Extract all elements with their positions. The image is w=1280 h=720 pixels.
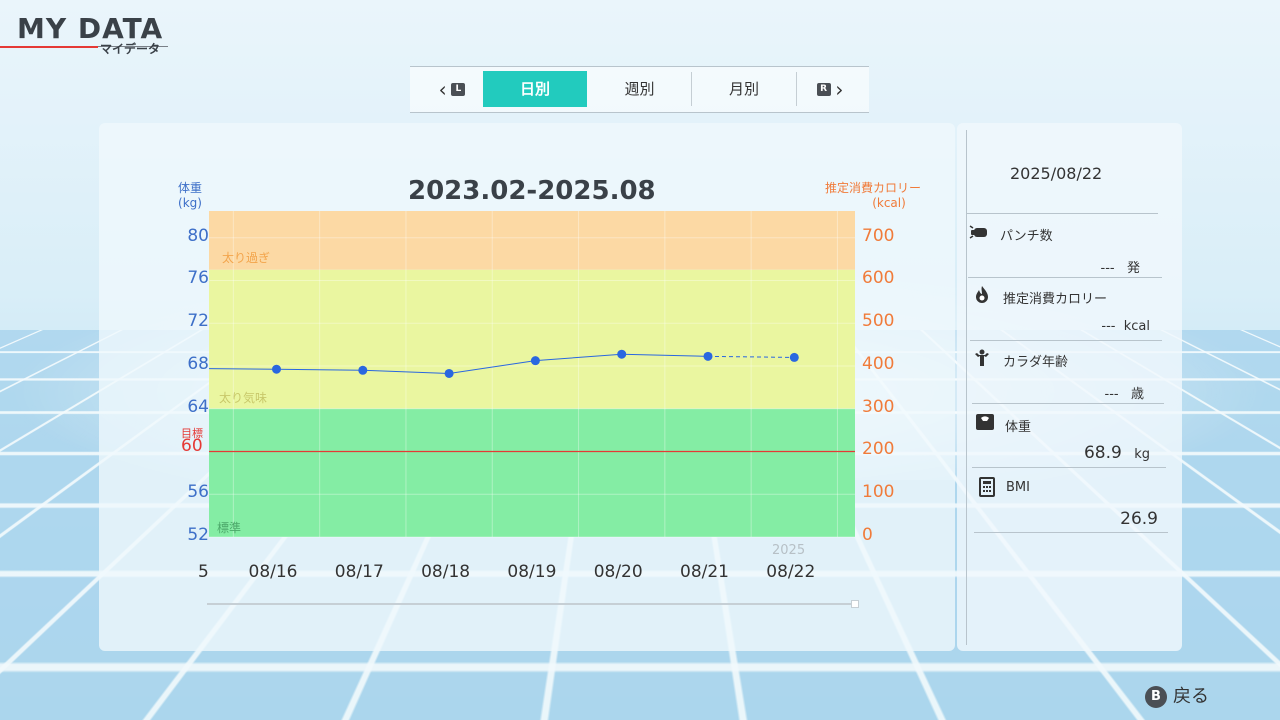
flame-icon [976, 286, 988, 303]
bmi-value: 26.9 [1120, 509, 1158, 529]
weight-point [444, 368, 454, 378]
weight-series-projection [707, 355, 795, 358]
x-tick-label: 08/21 [680, 562, 729, 582]
y-right-tick: 700 [862, 225, 895, 246]
tab-monthly[interactable]: 月別 [728, 80, 759, 98]
weight-point [617, 349, 627, 359]
title-underline-secondary [98, 46, 168, 47]
stats-divider [966, 213, 1158, 214]
zone-slightly [209, 269, 855, 409]
calculator-icon [979, 477, 995, 497]
x-tick-label: 08/18 [421, 562, 471, 582]
y-right-tick: 400 [862, 353, 895, 374]
y-right-tick: 200 [862, 439, 895, 460]
y-right-tick: 500 [862, 311, 895, 332]
stats-date: 2025/08/22 [1010, 164, 1103, 183]
goal-value: 60 [181, 436, 203, 456]
zone-label-over: 太り過ぎ [222, 251, 271, 265]
y-right-tick: 100 [862, 482, 895, 503]
weight-point [703, 351, 713, 361]
calorie-label: 推定消費カロリー [1003, 292, 1108, 307]
stats-divider [970, 340, 1162, 341]
x-tick-label: 08/22 [766, 562, 816, 582]
zone-label-standard: 標準 [217, 521, 242, 535]
tab-weekly[interactable]: 週別 [624, 80, 655, 98]
y-left-tick: 56 [187, 482, 209, 503]
tab-separator [691, 72, 692, 106]
weight-label: 体重 [1005, 420, 1032, 435]
right-axis-title: 推定消費カロリー (kcal) [825, 181, 922, 210]
weight-value: 68.9 kg [1083, 443, 1150, 463]
timeline-scrollbar[interactable] [207, 603, 855, 605]
tab-separator [796, 72, 797, 106]
x-tick-label: 08/20 [593, 562, 643, 582]
prev-tab-button[interactable]: ‹ L [422, 71, 482, 107]
body-age-label: カラダ年齢 [1003, 355, 1069, 370]
y-left-tick: 80 [187, 225, 209, 246]
stats-panel [957, 123, 1182, 651]
weight-point [530, 356, 540, 366]
panel-divider [966, 130, 967, 645]
chevron-right-icon: › [835, 77, 844, 102]
scale-icon [976, 414, 994, 430]
chart-period-title: 2023.02-2025.08 [408, 176, 656, 206]
year-label: 2025 [772, 543, 806, 558]
zone-standard [209, 408, 855, 537]
muscle-icon [975, 349, 989, 366]
stats-divider [974, 532, 1168, 533]
chevron-left-icon: ‹ [438, 77, 447, 102]
period-tabs: ‹ L 日別 週別 月別 R › [410, 66, 869, 113]
y-left-tick: 72 [187, 311, 209, 332]
x-tick-label: 08/19 [507, 562, 557, 582]
y-left-tick: 52 [187, 525, 209, 545]
back-button[interactable]: B 戻る [1145, 682, 1209, 708]
l-button-icon: L [451, 83, 466, 96]
y-left-tick: 68 [187, 353, 209, 374]
x-tick-label: 08/17 [334, 562, 384, 582]
y-right-tick: 0 [862, 525, 873, 545]
punch-value: --- 発 [1100, 261, 1141, 276]
y-left-tick: 76 [187, 268, 209, 289]
body-age-value: --- 歳 [1104, 387, 1145, 402]
y-right-tick: 600 [862, 268, 895, 289]
x-tick-label: 08/16 [248, 562, 298, 582]
stats-divider [972, 467, 1166, 468]
punch-label: パンチ数 [1000, 229, 1053, 244]
punch-icon [969, 225, 987, 239]
r-button-icon: R [816, 83, 831, 96]
weight-point [789, 352, 799, 362]
y-left-tick: 64 [187, 396, 209, 417]
weight-point [272, 364, 281, 374]
weight-point [358, 365, 368, 375]
stats-divider [972, 403, 1164, 404]
b-button-icon: B [1145, 686, 1167, 708]
stats-divider [968, 277, 1162, 278]
calorie-value: --- kcal [1101, 319, 1150, 334]
x-tick-partial: 5 [198, 562, 209, 582]
tab-daily[interactable]: 日別 [483, 71, 587, 107]
next-tab-button[interactable]: R › [800, 71, 860, 107]
page-title: MY DATA [17, 12, 164, 45]
left-axis-title: 体重 (kg) [178, 181, 203, 210]
title-underline [0, 46, 98, 48]
page-subtitle: マイデータ [100, 42, 161, 56]
goal-label: 目標 [181, 427, 203, 440]
timeline-scroll-thumb[interactable] [851, 600, 859, 608]
bmi-label: BMI [1006, 480, 1030, 495]
zone-over [209, 211, 855, 270]
zone-label-slightly: 太り気味 [219, 391, 268, 405]
y-right-tick: 300 [862, 396, 895, 417]
